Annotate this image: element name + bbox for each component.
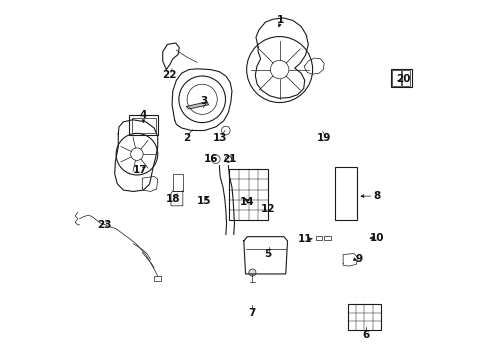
Bar [132, 118, 155, 133]
Text: 8: 8 [373, 191, 380, 201]
Bar [347, 304, 380, 330]
Text: 2: 2 [183, 133, 190, 143]
Bar [229, 169, 267, 220]
Text: 19: 19 [316, 133, 331, 143]
Text: 9: 9 [355, 254, 362, 264]
Circle shape [248, 269, 255, 276]
Text: 5: 5 [264, 248, 271, 258]
Text: 13: 13 [212, 133, 227, 143]
Text: 15: 15 [197, 196, 211, 206]
Bar [401, 70, 409, 86]
Text: 10: 10 [369, 233, 384, 243]
Text: 11: 11 [297, 234, 311, 244]
Text: 12: 12 [260, 204, 274, 214]
Text: 20: 20 [395, 74, 409, 84]
Bar [129, 116, 158, 135]
Text: 4: 4 [140, 111, 147, 121]
Bar [324, 236, 330, 240]
Text: 16: 16 [204, 154, 218, 164]
Text: 18: 18 [166, 194, 181, 204]
Text: 23: 23 [97, 220, 111, 230]
Text: 14: 14 [240, 197, 254, 207]
Polygon shape [186, 102, 208, 109]
Bar [172, 174, 183, 191]
Bar [334, 167, 356, 220]
Text: 1: 1 [276, 15, 284, 26]
Text: 17: 17 [133, 165, 147, 175]
Text: 22: 22 [162, 70, 176, 80]
Text: 21: 21 [222, 154, 236, 164]
Bar [154, 276, 161, 281]
Text: 7: 7 [247, 308, 255, 318]
Bar [390, 69, 411, 87]
Text: 3: 3 [200, 96, 207, 106]
Bar [391, 70, 400, 86]
Bar [315, 236, 321, 240]
Text: 6: 6 [362, 330, 369, 340]
